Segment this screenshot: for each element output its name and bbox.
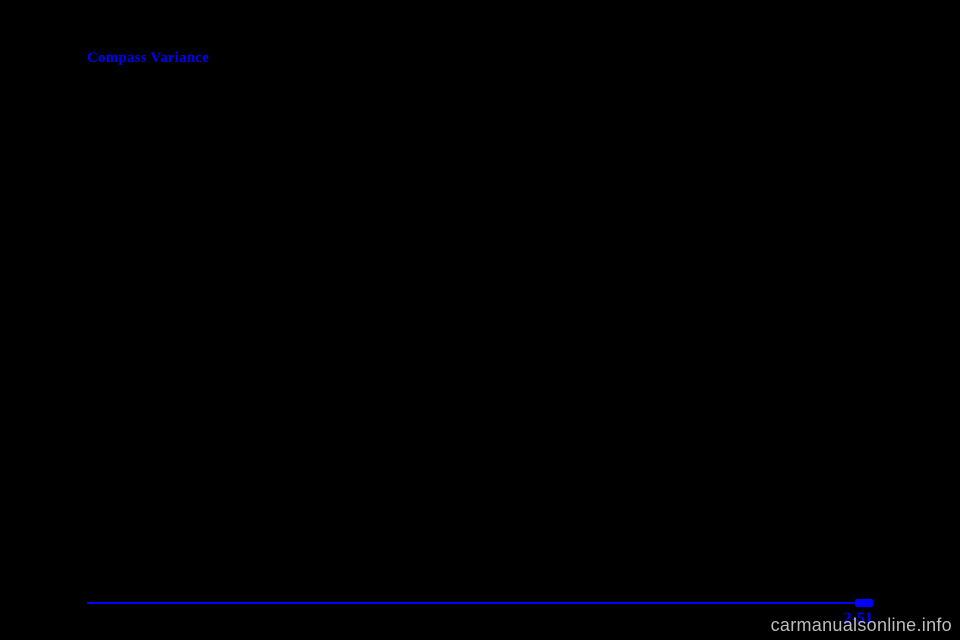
- section-heading: Compass Variance: [87, 50, 209, 67]
- watermark-text: carmanualsonline.info: [771, 615, 952, 636]
- footer-rule: [87, 602, 873, 604]
- footer-rule-endcap: [855, 599, 873, 607]
- page-root: Compass Variance 2-51 carmanualsonline.i…: [0, 0, 960, 640]
